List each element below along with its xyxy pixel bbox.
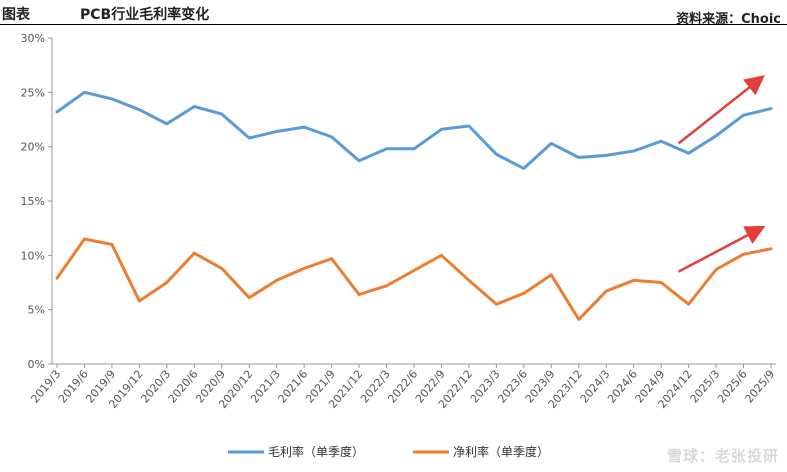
y-tick-label: 30% bbox=[21, 32, 45, 45]
y-tick-labels: 0% 5% 10% 15% 20% 25% 30% bbox=[21, 32, 52, 371]
y-tick-label: 5% bbox=[28, 304, 45, 317]
series-line-1 bbox=[55, 90, 773, 170]
trend-arrows bbox=[677, 75, 766, 273]
legend-label: 净利率（单季度） bbox=[453, 444, 549, 459]
x-tick-labels: 2019/32019/62019/92019/122020/32020/6202… bbox=[28, 364, 777, 411]
series-line-2 bbox=[55, 237, 773, 321]
figure-header: 图表 PCB行业毛利率变化 资料来源：Choic bbox=[0, 0, 787, 27]
y-tick-label: 10% bbox=[21, 249, 45, 262]
series-lines bbox=[55, 90, 773, 321]
figure-title: PCB行业毛利率变化 bbox=[80, 7, 210, 23]
watermark: 雪球：老张投研 bbox=[666, 447, 779, 465]
y-tick-label: 0% bbox=[28, 358, 45, 371]
legend: 毛利率（单季度） 净利率（单季度） bbox=[228, 444, 549, 459]
figure-source: 资料来源：Choic bbox=[676, 12, 781, 27]
y-tick-label: 20% bbox=[21, 141, 45, 154]
legend-label: 毛利率（单季度） bbox=[268, 444, 364, 459]
trend-arrow-2 bbox=[678, 225, 766, 273]
figure-tag: 图表 bbox=[2, 7, 30, 23]
x-tick-label: 2025/9 bbox=[742, 368, 777, 406]
header-divider bbox=[0, 24, 787, 25]
chart-axes bbox=[51, 38, 776, 365]
y-tick-label: 15% bbox=[21, 195, 45, 208]
y-tick-label: 25% bbox=[21, 86, 45, 99]
trend-arrow-1 bbox=[677, 75, 765, 145]
